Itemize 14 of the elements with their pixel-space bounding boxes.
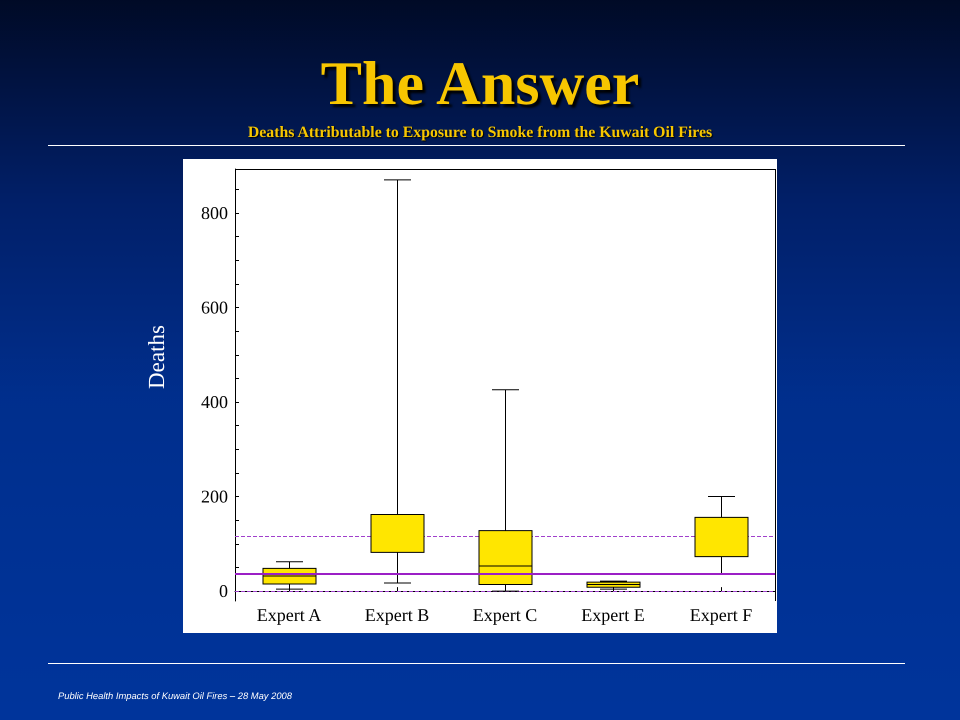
x-tick-label: Expert A (256, 605, 322, 625)
x-tick-label: Expert E (581, 605, 645, 625)
y-tick-label: 400 (201, 392, 228, 412)
x-tick-label: Expert B (364, 605, 430, 625)
chart-subtitle: Deaths Attributable to Exposure to Smoke from the Kuwait Oil Fires (246, 124, 714, 141)
y-axis-title: Deaths (144, 325, 169, 389)
text: Public Health Impacts of Kuwait Oil Fires – 28 May 2008 (58, 690, 292, 701)
chart-title: The Answer (320, 50, 640, 118)
x-tick-label: Expert F (690, 605, 752, 625)
y-tick-label: 0 (219, 581, 228, 602)
y-tick-label: 600 (201, 297, 228, 318)
y-tick-label: 800 (201, 202, 228, 223)
x-tick-label: Expert C (472, 605, 538, 625)
y-tick-label: 200 (201, 486, 228, 507)
